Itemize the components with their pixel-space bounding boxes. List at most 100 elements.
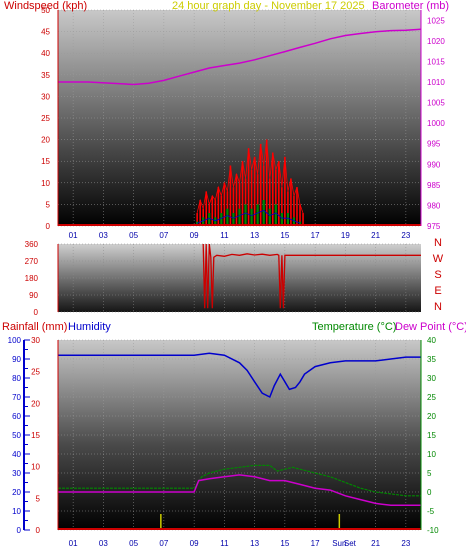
barometer-axis-label: Barometer (mb) — [372, 0, 449, 12]
bottom-x-tick-label: 09 — [190, 539, 199, 548]
compass-label: S — [434, 269, 441, 281]
temperature-tick-label: 15 — [427, 431, 436, 440]
barometer-tick-label: 990 — [427, 160, 441, 169]
top-x-tick-label: 17 — [311, 231, 320, 240]
temperature-tick-label: 40 — [427, 336, 436, 345]
rainfall-tick-label: 20 — [31, 399, 40, 408]
windspeed-tick-label: 10 — [41, 179, 50, 188]
windspeed-tick-label: 40 — [41, 49, 50, 58]
direction-series — [202, 244, 421, 309]
direction-tick-label: 90 — [29, 291, 38, 300]
temperature-tick-label: -10 — [427, 526, 439, 535]
humidity-tick-label: 90 — [12, 355, 21, 364]
rainfall-tick-label: 15 — [31, 431, 40, 440]
gust-series-line — [196, 139, 304, 214]
top-x-tick-label: 01 — [69, 231, 78, 240]
barometer-tick-label: 1015 — [427, 57, 445, 66]
temperature-tick-label: 10 — [427, 450, 436, 459]
bottom-x-tick-label: Sun — [332, 539, 346, 548]
bottom-x-tick-label: 23 — [401, 539, 410, 548]
compass-label: N — [434, 237, 442, 249]
top-x-tick-label: 09 — [190, 231, 199, 240]
barometer-tick-label: 1010 — [427, 78, 445, 87]
humidity-tick-label: 100 — [8, 336, 22, 345]
rainfall-tick-label: 30 — [31, 336, 40, 345]
top-x-tick-label: 15 — [280, 231, 289, 240]
barometer-tick-label: 985 — [427, 181, 441, 190]
humidity-tick-label: 60 — [12, 412, 21, 421]
top-series — [58, 28, 421, 226]
barometer-series-line — [58, 28, 421, 86]
top-x-tick-label: 21 — [371, 231, 380, 240]
temperature-tick-label: 35 — [427, 355, 436, 364]
bottom-x-tick-label: 07 — [159, 539, 168, 548]
bottom-series — [58, 352, 421, 530]
top-x-tick-label: 03 — [99, 231, 108, 240]
barometer-tick-label: 995 — [427, 140, 441, 149]
bottom-x-tick-label: 11 — [220, 539, 229, 548]
bottom-x-tick-label: 01 — [69, 539, 78, 548]
temperature-axis-label: Temperature (°C) — [312, 321, 396, 333]
temperature-tick-label: 5 — [427, 469, 432, 478]
windspeed-tick-label: 5 — [46, 200, 51, 209]
humidity-tick-label: 70 — [12, 393, 21, 402]
barometer-tick-label: 975 — [427, 222, 441, 231]
windspeed-tick-label: 45 — [41, 28, 50, 37]
rainfall-tick-label: 0 — [36, 526, 41, 535]
direction-tick-label: 0 — [34, 308, 39, 317]
top-x-tick-label: 19 — [341, 231, 350, 240]
humidity-tick-label: 30 — [12, 469, 21, 478]
bottom-x-tick-label: 21 — [371, 539, 380, 548]
direction-tick-label: 360 — [25, 240, 39, 249]
temperature-tick-label: 30 — [427, 374, 436, 383]
rainfall-tick-label: 25 — [31, 368, 40, 377]
rainfall-axis-label: Rainfall (mm) — [2, 321, 67, 333]
top-x-tick-label: 07 — [159, 231, 168, 240]
windspeed-tick-label: 35 — [41, 71, 50, 80]
top-x-tick-label: 23 — [401, 231, 410, 240]
barometer-tick-label: 1025 — [427, 16, 445, 25]
temperature-series-line — [58, 464, 421, 497]
windspeed-tick-label: 20 — [41, 136, 50, 145]
humidity-tick-label: 80 — [12, 374, 21, 383]
dew-point-axis-label: Dew Point (°C) — [395, 321, 466, 333]
bottom-x-tick-label: Set — [344, 539, 357, 548]
humidity-tick-label: 40 — [12, 450, 21, 459]
humidity-tick-label: 10 — [12, 507, 21, 516]
barometer-tick-label: 1005 — [427, 99, 445, 108]
bottom-axes: 0102030405060708090100051015202530-10-50… — [8, 336, 439, 548]
bottom-x-tick-label: 03 — [99, 539, 108, 548]
direction-grid — [58, 243, 421, 313]
humidity-tick-label: 0 — [17, 526, 22, 535]
humidity-tick-label: 20 — [12, 488, 21, 497]
temperature-tick-label: 0 — [427, 488, 432, 497]
barometer-tick-label: 980 — [427, 201, 441, 210]
temperature-tick-label: 25 — [427, 393, 436, 402]
humidity-tick-label: 50 — [12, 431, 21, 440]
top-axes: 0510152025303540455097598098599099510001… — [41, 6, 445, 240]
rainfall-tick-label: 5 — [36, 494, 41, 503]
barometer-tick-label: 1000 — [427, 119, 445, 128]
windspeed-tick-label: 30 — [41, 92, 50, 101]
bottom-x-tick-label: 17 — [311, 539, 320, 548]
direction-tick-label: 270 — [25, 257, 39, 266]
windspeed-tick-label: 15 — [41, 157, 50, 166]
temperature-tick-label: 20 — [427, 412, 436, 421]
windspeed-tick-label: 25 — [41, 114, 50, 123]
rainfall-tick-label: 10 — [31, 463, 40, 472]
windspeed-tick-label: 50 — [41, 6, 50, 15]
compass-label: W — [433, 253, 444, 265]
windspeed-tick-label: 0 — [46, 222, 51, 231]
direction-tick-label: 180 — [25, 274, 39, 283]
dew-point-series-line — [58, 474, 421, 507]
barometer-tick-label: 1020 — [427, 37, 445, 46]
windspeed-axis-label: Windspeed (kph) — [4, 0, 87, 12]
direction-series-line — [202, 244, 421, 309]
graph-title: 24 hour graph day - November 17 2025 — [172, 0, 365, 12]
bottom-x-tick-label: 15 — [280, 539, 289, 548]
top-x-tick-label: 05 — [129, 231, 138, 240]
bottom-x-tick-label: 05 — [129, 539, 138, 548]
temperature-tick-label: -5 — [427, 507, 435, 516]
